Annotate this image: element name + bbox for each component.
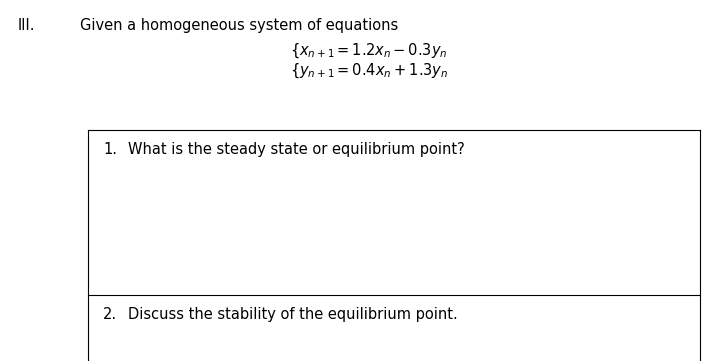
- Text: 1.: 1.: [103, 142, 117, 157]
- Text: $\{y_{n+1} = 0.4x_n + 1.3y_n$: $\{y_{n+1} = 0.4x_n + 1.3y_n$: [290, 62, 448, 81]
- Text: 2.: 2.: [103, 307, 117, 322]
- Text: III.: III.: [18, 18, 35, 33]
- Text: What is the steady state or equilibrium point?: What is the steady state or equilibrium …: [128, 142, 465, 157]
- Text: $\{x_{n+1} = 1.2x_n - 0.3y_n$: $\{x_{n+1} = 1.2x_n - 0.3y_n$: [290, 42, 448, 60]
- Text: Discuss the stability of the equilibrium point.: Discuss the stability of the equilibrium…: [128, 307, 458, 322]
- Text: Given a homogeneous system of equations: Given a homogeneous system of equations: [80, 18, 399, 33]
